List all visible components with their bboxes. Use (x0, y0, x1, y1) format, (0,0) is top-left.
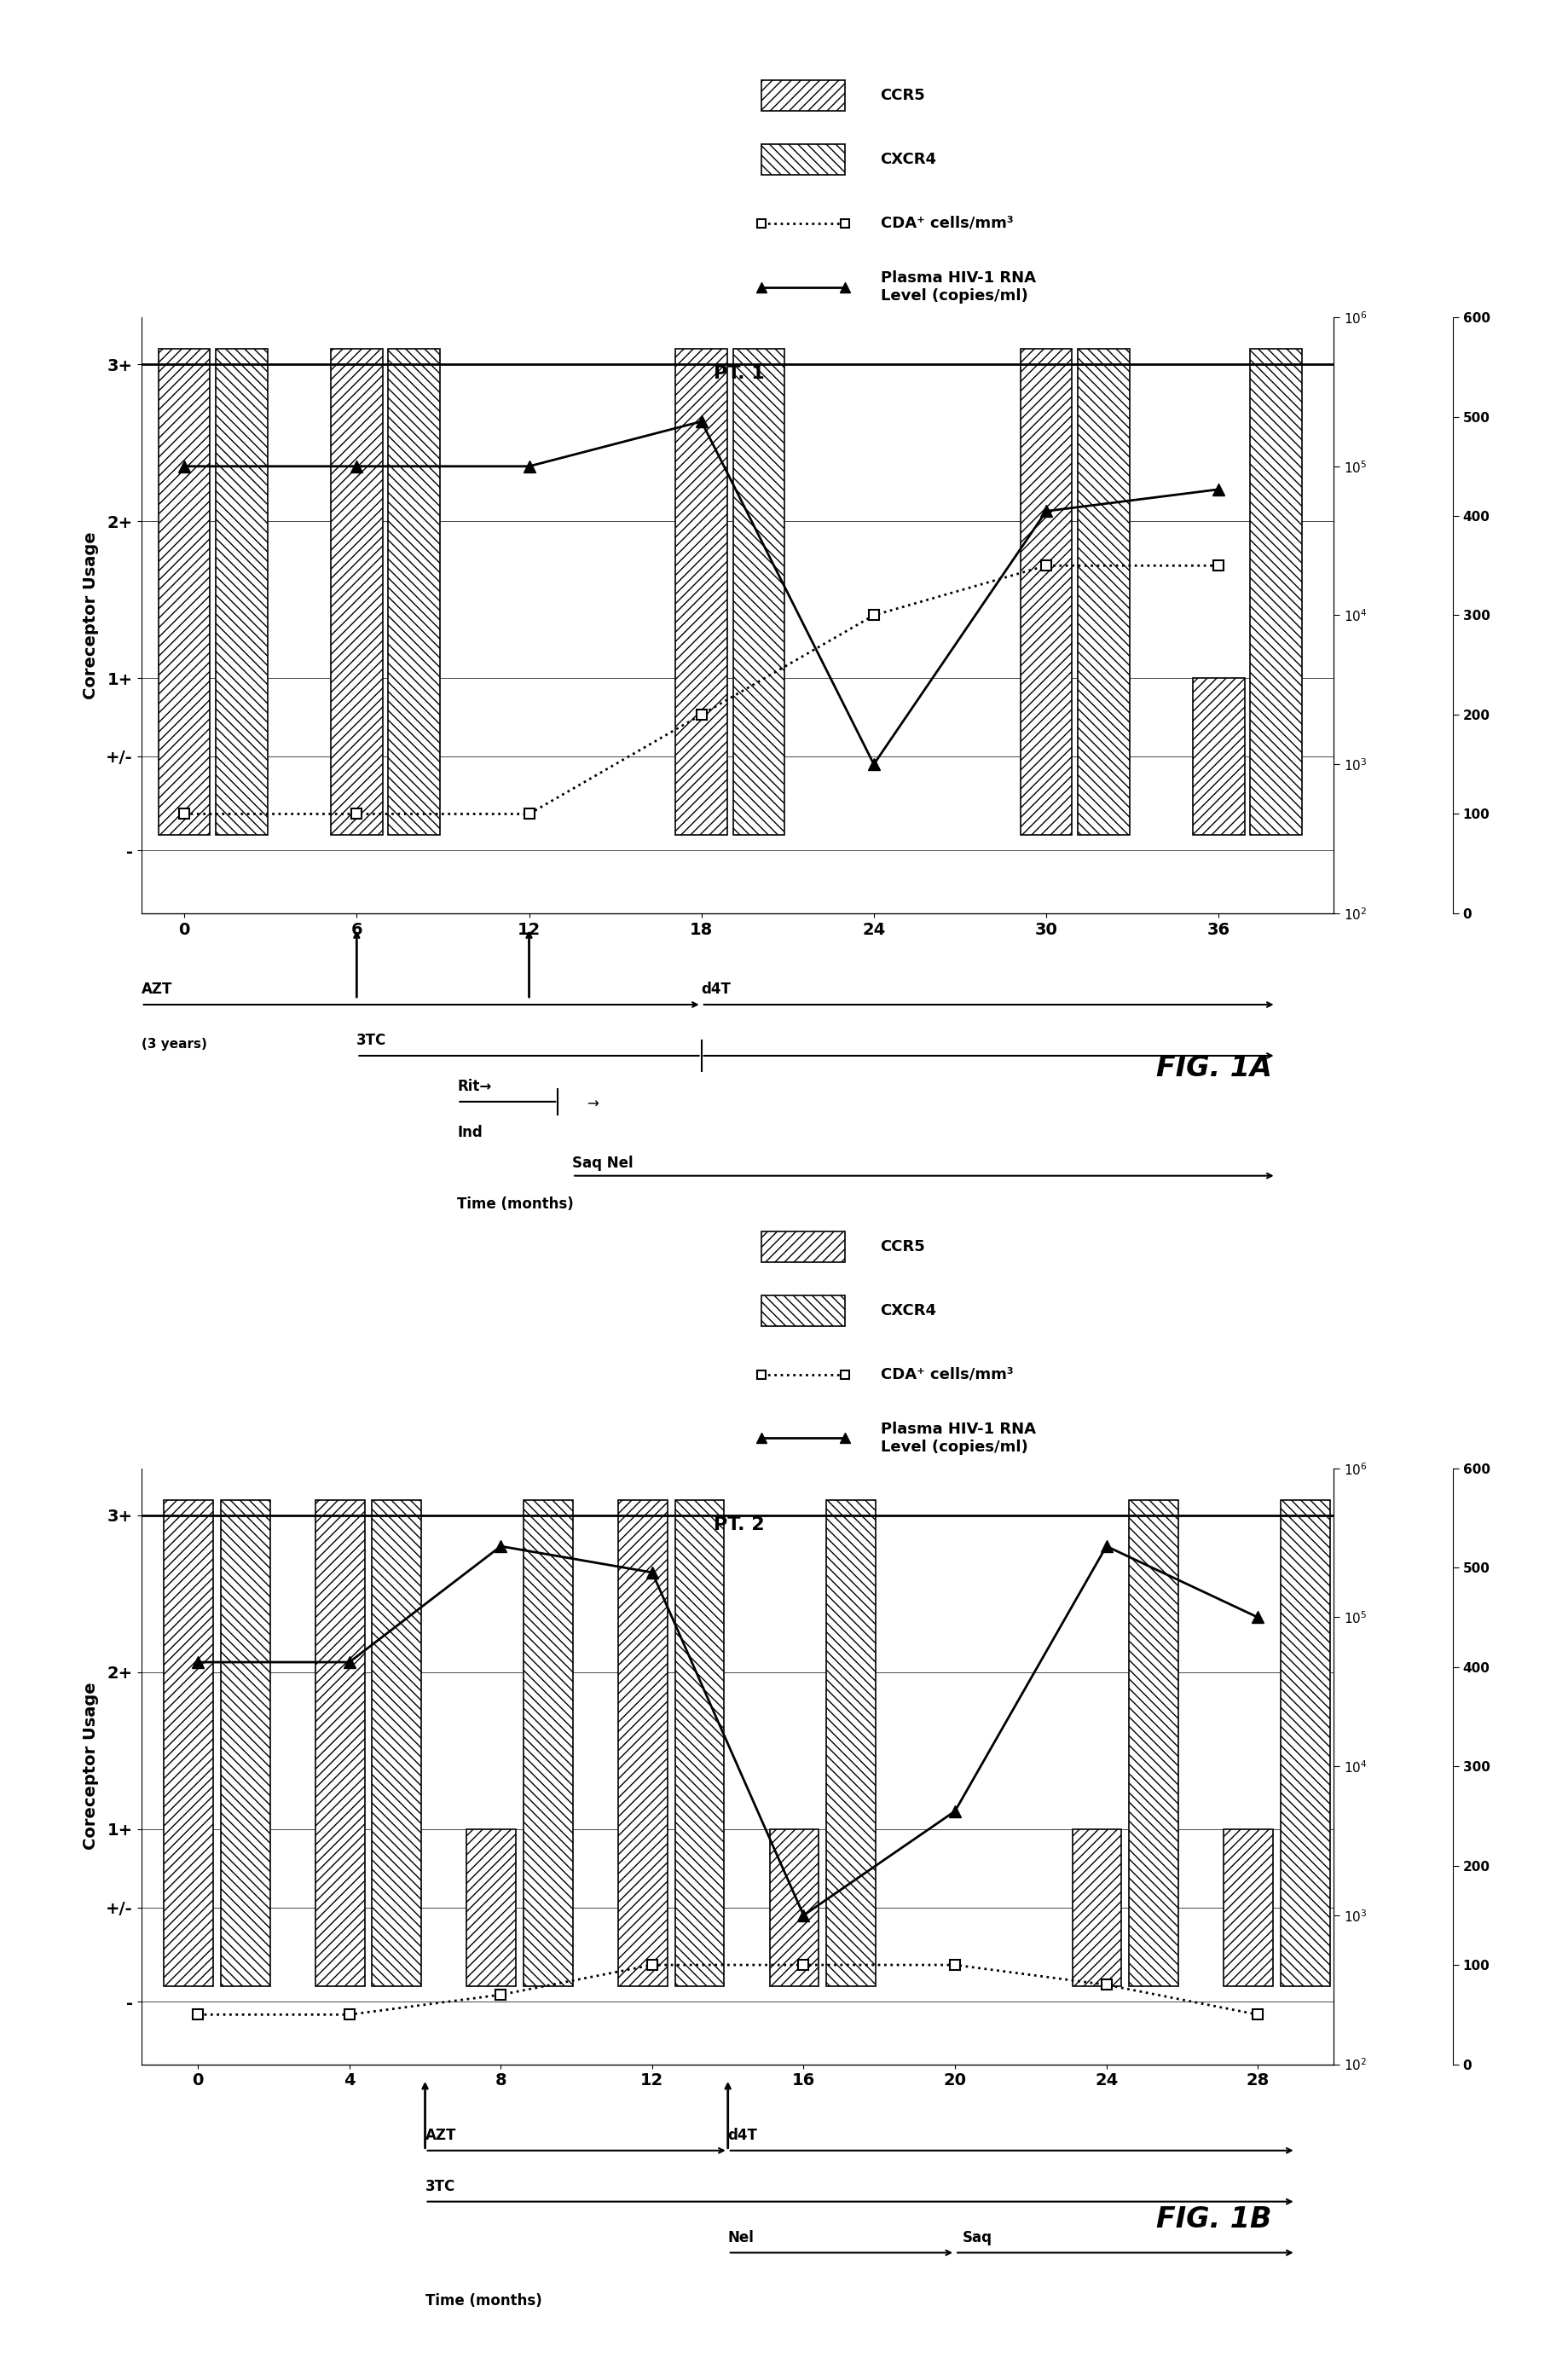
Text: Time (months): Time (months) (425, 2294, 541, 2308)
Bar (826, 1500, 875, 1985)
Text: AZT: AZT (425, 2127, 456, 2143)
Text: CDA⁺ cells/mm³: CDA⁺ cells/mm³ (880, 1368, 1013, 1382)
Bar (770, 1830, 818, 1985)
Bar (372, 1500, 422, 1985)
Bar (163, 1500, 213, 1985)
Text: Saq: Saq (963, 2231, 993, 2245)
Bar (315, 1500, 364, 1985)
Text: 3TC: 3TC (425, 2179, 455, 2193)
Text: Plasma HIV-1 RNA
Level (copies/ml): Plasma HIV-1 RNA Level (copies/ml) (880, 271, 1035, 304)
Bar (331, 349, 383, 835)
Bar (760, 1231, 844, 1262)
Text: Saq Nel: Saq Nel (572, 1155, 633, 1170)
Bar (732, 349, 784, 835)
Text: AZT: AZT (141, 981, 172, 997)
Bar (466, 1830, 516, 1985)
Bar (524, 1500, 572, 1985)
Text: FIG. 1B: FIG. 1B (1156, 2205, 1272, 2233)
Bar (1019, 349, 1071, 835)
Bar (674, 1500, 724, 1985)
Bar (1279, 1500, 1330, 1985)
Text: CDA⁺ cells/mm³: CDA⁺ cells/mm³ (880, 215, 1013, 231)
Text: 3TC: 3TC (356, 1033, 387, 1047)
Bar (216, 349, 268, 835)
Text: CCR5: CCR5 (880, 1238, 925, 1254)
Bar (760, 144, 844, 174)
Text: CXCR4: CXCR4 (880, 1304, 936, 1318)
Text: PT. 1: PT. 1 (713, 365, 764, 382)
Bar (676, 349, 728, 835)
Bar (1073, 1830, 1121, 1985)
Y-axis label: Coreceptor Usage: Coreceptor Usage (83, 1684, 99, 1851)
Bar (1192, 679, 1243, 835)
Bar (1077, 349, 1129, 835)
Text: d4T: d4T (728, 2127, 757, 2143)
Bar (618, 1500, 666, 1985)
Text: Plasma HIV-1 RNA
Level (copies/ml): Plasma HIV-1 RNA Level (copies/ml) (880, 1422, 1035, 1455)
Bar (158, 349, 210, 835)
Bar (760, 80, 844, 111)
Text: Ind: Ind (456, 1125, 483, 1139)
Bar (221, 1500, 270, 1985)
Text: →: → (586, 1096, 597, 1113)
Text: d4T: d4T (701, 981, 731, 997)
Bar (1250, 349, 1301, 835)
Text: FIG. 1A: FIG. 1A (1156, 1054, 1272, 1082)
Text: PT. 2: PT. 2 (713, 1516, 764, 1533)
Bar (1223, 1830, 1272, 1985)
Text: CCR5: CCR5 (880, 87, 925, 104)
Y-axis label: Coreceptor Usage: Coreceptor Usage (83, 531, 99, 698)
Text: CXCR4: CXCR4 (880, 151, 936, 167)
Text: Rit→: Rit→ (456, 1078, 491, 1094)
Bar (760, 1295, 844, 1325)
Text: Nel: Nel (728, 2231, 754, 2245)
Text: (3 years): (3 years) (141, 1038, 207, 1052)
Text: Time (months): Time (months) (456, 1196, 574, 1212)
Bar (1129, 1500, 1178, 1985)
Bar (387, 349, 439, 835)
